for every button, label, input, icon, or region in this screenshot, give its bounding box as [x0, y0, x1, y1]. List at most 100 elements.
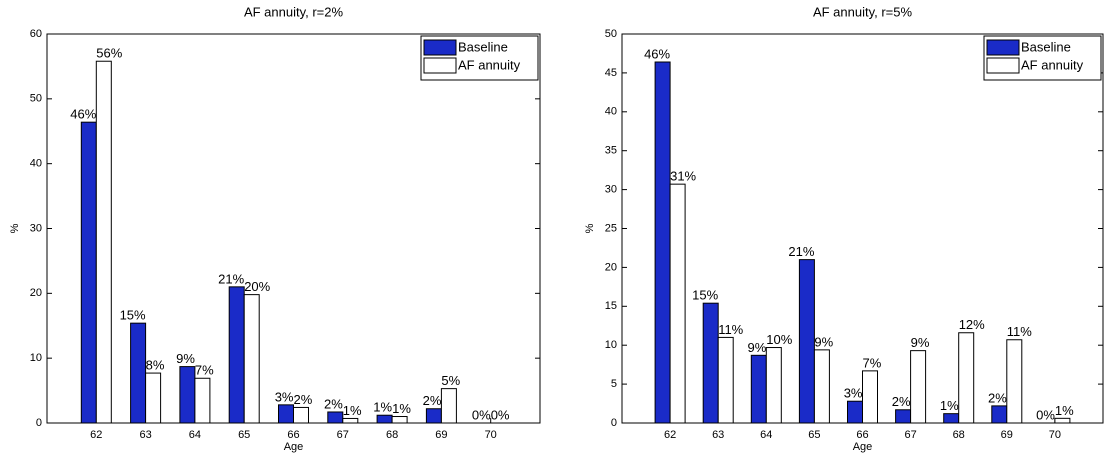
x-tick-label: 67	[904, 429, 916, 441]
bar	[179, 366, 196, 424]
x-tick-label: 62	[664, 429, 676, 441]
data-label: 1%	[1055, 403, 1074, 418]
data-label: 0%	[1036, 407, 1055, 422]
y-tick-label: 35	[605, 145, 617, 157]
y-tick-label: 5	[611, 378, 617, 390]
x-tick-label: 62	[90, 429, 102, 441]
bar	[943, 413, 960, 424]
bar	[910, 350, 927, 424]
bar	[145, 372, 162, 424]
legend-swatch	[986, 39, 1020, 56]
bar	[391, 416, 408, 424]
bar	[798, 259, 815, 424]
legend-swatch	[423, 39, 457, 56]
data-label: 56%	[96, 46, 122, 61]
data-label: 46%	[644, 46, 670, 61]
bar	[895, 409, 912, 424]
x-tick-label: 63	[139, 429, 151, 441]
bar	[228, 286, 245, 424]
bar	[278, 404, 294, 424]
x-tick-label: 64	[760, 429, 772, 441]
data-label: 2%	[324, 396, 343, 411]
data-label: 7%	[195, 363, 214, 378]
x-tick-label: 65	[808, 429, 820, 441]
data-label: 0%	[472, 407, 491, 422]
y-tick-label: 60	[30, 28, 42, 40]
bar	[765, 347, 782, 424]
bar	[847, 400, 863, 424]
legend-label: AF annuity	[458, 57, 521, 72]
y-axis-label: %	[9, 223, 21, 233]
data-label: 11%	[718, 322, 743, 337]
data-label: 21%	[788, 244, 814, 259]
x-tick-label: 70	[1049, 429, 1061, 441]
bar	[440, 388, 457, 424]
y-tick-label: 25	[605, 222, 617, 234]
data-label: 3%	[844, 386, 863, 401]
data-label: 9%	[176, 351, 195, 366]
bar	[194, 377, 211, 424]
y-tick-label: 0	[36, 417, 42, 429]
data-label: 31%	[670, 169, 696, 184]
data-label: 1%	[373, 400, 392, 415]
x-tick-label: 66	[287, 429, 299, 441]
bar	[95, 60, 112, 424]
bar	[862, 370, 878, 424]
bar	[654, 61, 671, 424]
data-label: 9%	[748, 340, 767, 355]
bar	[243, 294, 260, 424]
y-tick-label: 20	[30, 287, 42, 299]
bar	[1006, 339, 1023, 424]
data-label: 15%	[120, 308, 146, 323]
bar	[750, 354, 767, 424]
plot-area	[621, 33, 1104, 424]
bar	[991, 405, 1008, 424]
data-label: 2%	[294, 392, 313, 407]
bar	[342, 417, 359, 424]
bar	[702, 302, 719, 424]
y-tick-label: 0	[611, 417, 617, 429]
x-tick-label: 66	[856, 429, 868, 441]
y-tick-label: 40	[30, 158, 42, 170]
x-tick-label: 70	[485, 429, 497, 441]
legend-label: Baseline	[458, 39, 508, 54]
x-tick-label: 69	[1001, 429, 1013, 441]
data-label: 0%	[491, 407, 510, 422]
bar	[293, 406, 309, 424]
x-tick-label: 67	[337, 429, 349, 441]
y-tick-label: 30	[30, 222, 42, 234]
x-tick-label: 68	[386, 429, 398, 441]
y-tick-label: 45	[605, 67, 617, 79]
x-tick-label: 69	[435, 429, 447, 441]
chart: AF annuity, r=2% Age% 0 10 20 30 40 50 60 62 46% 56…	[9, 4, 541, 453]
x-tick-label: 63	[712, 429, 724, 441]
bar	[669, 183, 686, 424]
data-label: 10%	[766, 332, 792, 347]
legend-label: AF annuity	[1021, 57, 1084, 72]
bar	[1054, 417, 1071, 424]
data-label: 7%	[863, 355, 882, 370]
data-label: 11%	[1007, 324, 1032, 339]
chart: AF annuity, r=5% Age% 0 5 10 15 20 25 30 35 40 45 50…	[584, 4, 1104, 453]
data-label: 9%	[814, 334, 833, 349]
data-label: 2%	[892, 394, 911, 409]
y-tick-label: 10	[30, 352, 42, 364]
y-tick-label: 40	[605, 106, 617, 118]
y-tick-label: 50	[30, 93, 42, 105]
y-axis-label: %	[584, 223, 596, 233]
y-tick-label: 30	[605, 184, 617, 196]
data-label: 5%	[441, 373, 460, 388]
data-label: 2%	[988, 390, 1007, 405]
data-label: 9%	[911, 335, 930, 350]
x-tick-label: 68	[953, 429, 965, 441]
y-tick-label: 20	[605, 261, 617, 273]
data-label: 2%	[423, 393, 442, 408]
legend-label: Baseline	[1021, 39, 1071, 54]
chart-title: AF annuity, r=5%	[813, 4, 913, 19]
bar	[376, 414, 393, 424]
y-tick-label: 50	[605, 28, 617, 40]
chart-title: AF annuity, r=2%	[244, 4, 344, 19]
bar	[717, 336, 734, 424]
legend-swatch	[423, 57, 457, 74]
x-tick-label: 65	[238, 429, 250, 441]
